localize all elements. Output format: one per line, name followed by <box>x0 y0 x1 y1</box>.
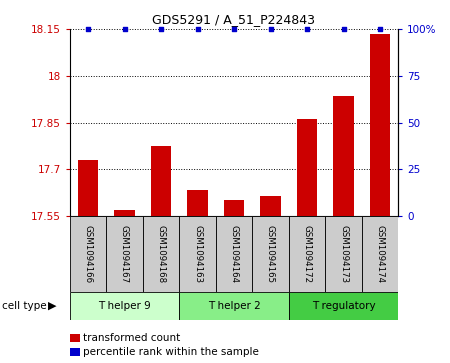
Text: GSM1094163: GSM1094163 <box>193 225 202 283</box>
Bar <box>143 216 179 292</box>
Text: transformed count: transformed count <box>83 333 180 343</box>
Bar <box>252 216 289 292</box>
Text: T helper 9: T helper 9 <box>98 301 151 311</box>
Bar <box>224 200 244 216</box>
Text: cell type: cell type <box>2 301 47 311</box>
Text: T regulatory: T regulatory <box>312 301 375 311</box>
Bar <box>179 216 216 292</box>
Bar <box>216 216 252 292</box>
Bar <box>188 189 207 216</box>
Text: ▶: ▶ <box>48 301 57 311</box>
Point <box>85 26 92 32</box>
Text: T helper 2: T helper 2 <box>207 301 261 311</box>
Text: GSM1094164: GSM1094164 <box>230 225 238 283</box>
Bar <box>78 160 98 216</box>
Text: GSM1094174: GSM1094174 <box>375 225 384 283</box>
Point <box>303 26 310 32</box>
Bar <box>114 210 135 216</box>
Bar <box>106 216 143 292</box>
Point <box>194 26 201 32</box>
Text: GSM1094173: GSM1094173 <box>339 225 348 283</box>
Bar <box>289 292 398 320</box>
Text: percentile rank within the sample: percentile rank within the sample <box>83 347 259 357</box>
Point <box>340 26 347 32</box>
Title: GDS5291 / A_51_P224843: GDS5291 / A_51_P224843 <box>153 13 315 26</box>
Text: GSM1094166: GSM1094166 <box>84 225 93 283</box>
Bar <box>151 146 171 216</box>
Bar <box>70 292 179 320</box>
Point <box>230 26 238 32</box>
Text: GSM1094168: GSM1094168 <box>157 225 166 283</box>
Bar <box>325 216 362 292</box>
Bar <box>70 216 106 292</box>
Bar <box>261 196 280 216</box>
Text: GSM1094165: GSM1094165 <box>266 225 275 283</box>
Point <box>121 26 128 32</box>
Bar <box>362 216 398 292</box>
Bar <box>179 292 289 320</box>
Bar <box>370 34 390 216</box>
Bar <box>289 216 325 292</box>
Text: GSM1094172: GSM1094172 <box>302 225 311 283</box>
Bar <box>297 119 317 216</box>
Point <box>376 26 383 32</box>
Point <box>158 26 165 32</box>
Point <box>267 26 274 32</box>
Text: GSM1094167: GSM1094167 <box>120 225 129 283</box>
Bar <box>333 96 354 216</box>
